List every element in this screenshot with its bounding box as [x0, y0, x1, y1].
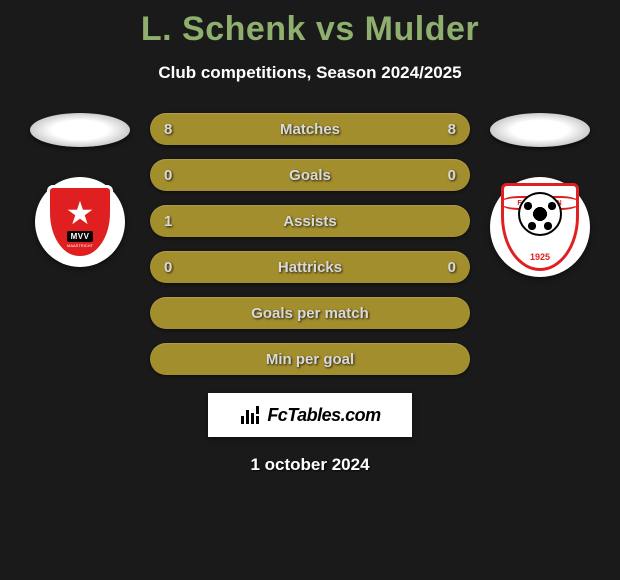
left-club-logo: ★ MVV MAASTRICHT [35, 177, 125, 267]
stat-label: Goals per match [251, 305, 369, 322]
stat-row-goals: 0 Goals 0 [150, 159, 470, 191]
stat-left-value: 1 [164, 213, 184, 230]
stats-column: 8 Matches 8 0 Goals 0 1 Assists 0 Hattri… [150, 113, 470, 375]
mvv-name: MVV [67, 231, 94, 242]
right-side: FC EMMEN 1925 [490, 113, 590, 277]
stat-right-value: 8 [436, 121, 456, 138]
stat-left-value: 0 [164, 259, 184, 276]
stat-label: Hattricks [278, 259, 342, 276]
right-player-plate [490, 113, 590, 147]
stat-row-min-per-goal: Min per goal [150, 343, 470, 375]
emmen-shield-icon: FC EMMEN 1925 [501, 183, 579, 271]
branding-text: FcTables.com [267, 405, 380, 426]
stat-label: Assists [283, 213, 336, 230]
soccer-ball-icon [518, 192, 562, 236]
stat-left-value: 0 [164, 167, 184, 184]
bar-chart-icon [239, 404, 261, 426]
star-icon: ★ [66, 197, 95, 229]
branding-badge: FcTables.com [208, 393, 412, 437]
stat-row-hattricks: 0 Hattricks 0 [150, 251, 470, 283]
stat-right-value: 0 [436, 167, 456, 184]
mvv-subname: MAASTRICHT [67, 243, 93, 248]
stat-right-value: 0 [436, 259, 456, 276]
stat-label: Min per goal [266, 351, 354, 368]
page-subtitle: Club competitions, Season 2024/2025 [0, 63, 620, 83]
stat-row-matches: 8 Matches 8 [150, 113, 470, 145]
stat-left-value: 8 [164, 121, 184, 138]
stat-row-goals-per-match: Goals per match [150, 297, 470, 329]
comparison-panel: ★ MVV MAASTRICHT 8 Matches 8 0 Goals 0 1… [0, 113, 620, 375]
stat-label: Matches [280, 121, 340, 138]
emmen-year: 1925 [530, 252, 550, 262]
stat-label: Goals [289, 167, 331, 184]
footer-date: 1 october 2024 [0, 455, 620, 475]
right-club-logo: FC EMMEN 1925 [490, 177, 590, 277]
page-title: L. Schenk vs Mulder [0, 0, 620, 49]
mvv-shield-icon: ★ MVV MAASTRICHT [47, 185, 113, 259]
left-side: ★ MVV MAASTRICHT [30, 113, 130, 267]
left-player-plate [30, 113, 130, 147]
stat-row-assists: 1 Assists [150, 205, 470, 237]
